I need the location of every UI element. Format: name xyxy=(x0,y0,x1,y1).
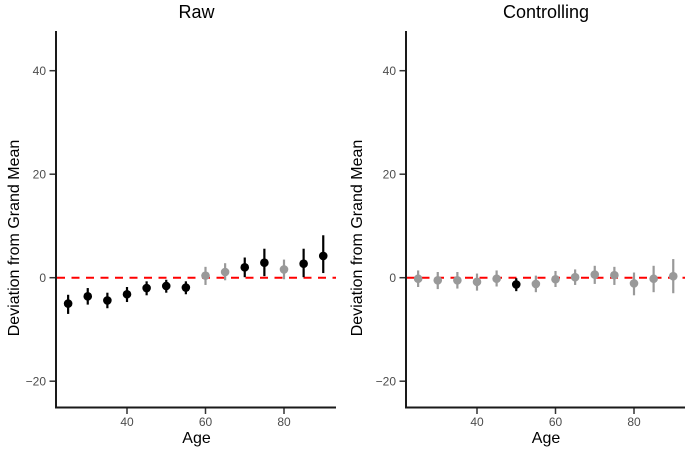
point-estimate xyxy=(240,263,250,272)
x-tick-label: 80 xyxy=(627,415,641,429)
x-tick-label: 60 xyxy=(549,415,563,429)
pointrange-age-55 xyxy=(531,275,541,293)
point-estimate xyxy=(511,280,521,289)
y-axis-title-controlling: Deviation from Grand Mean xyxy=(349,139,366,337)
pointrange-age-55 xyxy=(181,281,191,295)
pointrange-age-80 xyxy=(279,259,289,280)
pointrange-age-75 xyxy=(260,248,269,277)
point-estimate xyxy=(570,272,580,282)
pointrange-age-70 xyxy=(240,257,250,278)
pointrange-age-35 xyxy=(103,292,112,309)
pointrange-age-25 xyxy=(63,294,73,314)
point-estimate xyxy=(279,265,289,274)
x-tick-label: 60 xyxy=(199,415,213,429)
pointrange-age-35 xyxy=(453,272,462,289)
x-axis-title-raw: Age xyxy=(182,430,211,447)
point-estimate xyxy=(201,271,210,280)
pointrange-age-50 xyxy=(511,278,521,292)
point-estimate xyxy=(413,274,423,284)
x-axis-title-controlling: Age xyxy=(531,430,561,447)
point-estimate xyxy=(63,299,73,308)
pointrange-age-30 xyxy=(433,272,443,290)
pointrange-age-75 xyxy=(610,266,619,285)
point-estimate xyxy=(453,275,462,285)
y-tick-label: 40 xyxy=(33,64,47,78)
pointrange-age-90 xyxy=(668,259,678,294)
pointrange-age-30 xyxy=(83,288,93,305)
pointrange-age-85 xyxy=(649,265,658,293)
pointrange-age-85 xyxy=(299,248,308,278)
panel-title-raw: Raw xyxy=(178,2,215,22)
point-estimate xyxy=(142,283,151,293)
pointrange-age-45 xyxy=(492,270,501,287)
point-estimate xyxy=(649,274,658,284)
x-tick-label: 80 xyxy=(277,415,291,429)
point-estimate xyxy=(220,267,230,277)
pointrange-age-45 xyxy=(142,281,151,296)
point-estimate xyxy=(260,258,269,267)
pointrange-age-70 xyxy=(590,265,600,284)
pointrange-age-90 xyxy=(318,235,328,274)
pointrange-age-60 xyxy=(201,266,210,285)
y-tick-label: −20 xyxy=(376,374,397,388)
x-tick-label: 40 xyxy=(470,415,484,429)
point-estimate xyxy=(181,283,191,292)
point-estimate xyxy=(161,281,171,291)
y-tick-label: 20 xyxy=(383,167,397,181)
point-estimate xyxy=(472,277,482,287)
point-estimate xyxy=(590,270,600,279)
point-estimate xyxy=(531,279,541,289)
y-axis-title-raw: Deviation from Grand Mean xyxy=(6,139,23,337)
pointrange-age-60 xyxy=(551,270,560,288)
panel-controlling: 40 20 0 −20 40 60 80 xyxy=(376,31,685,429)
point-estimate xyxy=(492,274,501,284)
point-estimate xyxy=(629,279,639,288)
y-tick-label: 40 xyxy=(383,64,397,78)
point-estimate xyxy=(299,259,308,269)
y-tick-label: 0 xyxy=(389,271,396,285)
y-tick-label: 20 xyxy=(33,167,47,181)
point-estimate xyxy=(122,289,132,299)
pointrange-age-40 xyxy=(472,273,482,291)
panel-title-controlling: Controlling xyxy=(502,2,590,22)
point-estimate xyxy=(551,274,560,284)
pointrange-age-80 xyxy=(629,272,639,296)
point-estimate xyxy=(610,270,619,280)
y-tick-label: 0 xyxy=(39,271,46,285)
pointrange-age-50 xyxy=(161,279,171,293)
pointrange-age-65 xyxy=(570,269,580,285)
pointrange-age-40 xyxy=(122,287,132,303)
point-estimate xyxy=(433,275,443,285)
point-estimate xyxy=(318,251,328,261)
pointrange-age-65 xyxy=(220,263,230,281)
panel-raw: 40 20 0 −20 40 60 80 xyxy=(26,31,336,429)
point-estimate xyxy=(668,271,678,281)
point-estimate xyxy=(83,292,93,301)
x-tick-label: 40 xyxy=(120,415,134,429)
pointrange-age-25 xyxy=(413,270,423,288)
y-tick-label: −20 xyxy=(26,374,47,388)
point-estimate xyxy=(103,296,112,305)
